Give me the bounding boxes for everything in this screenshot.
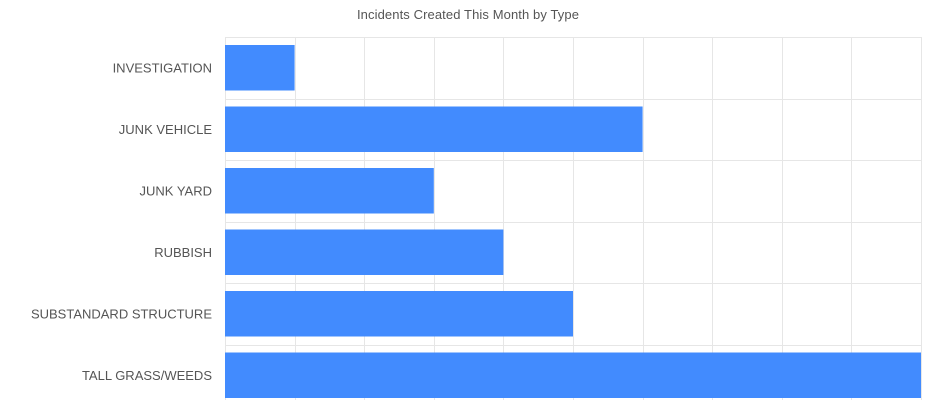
category-label: JUNK VEHICLE: [119, 122, 213, 137]
bar-tall-grass-weeds[interactable]: [225, 352, 921, 399]
bar-investigation[interactable]: [225, 45, 295, 91]
chart-title: Incidents Created This Month by Type: [356, 7, 580, 22]
bar-junk-vehicle[interactable]: [225, 106, 643, 153]
bar-rubbish[interactable]: [225, 229, 504, 276]
bar-junk-yard[interactable]: [225, 168, 434, 214]
bar-substandard-structure[interactable]: [225, 291, 573, 337]
category-label: TALL GRASS/WEEDS: [82, 368, 212, 383]
category-label: RUBBISH: [154, 245, 212, 260]
category-label: JUNK YARD: [140, 183, 212, 198]
category-label: SUBSTANDARD STRUCTURE: [31, 306, 212, 321]
category-label: INVESTIGATION: [113, 60, 212, 75]
